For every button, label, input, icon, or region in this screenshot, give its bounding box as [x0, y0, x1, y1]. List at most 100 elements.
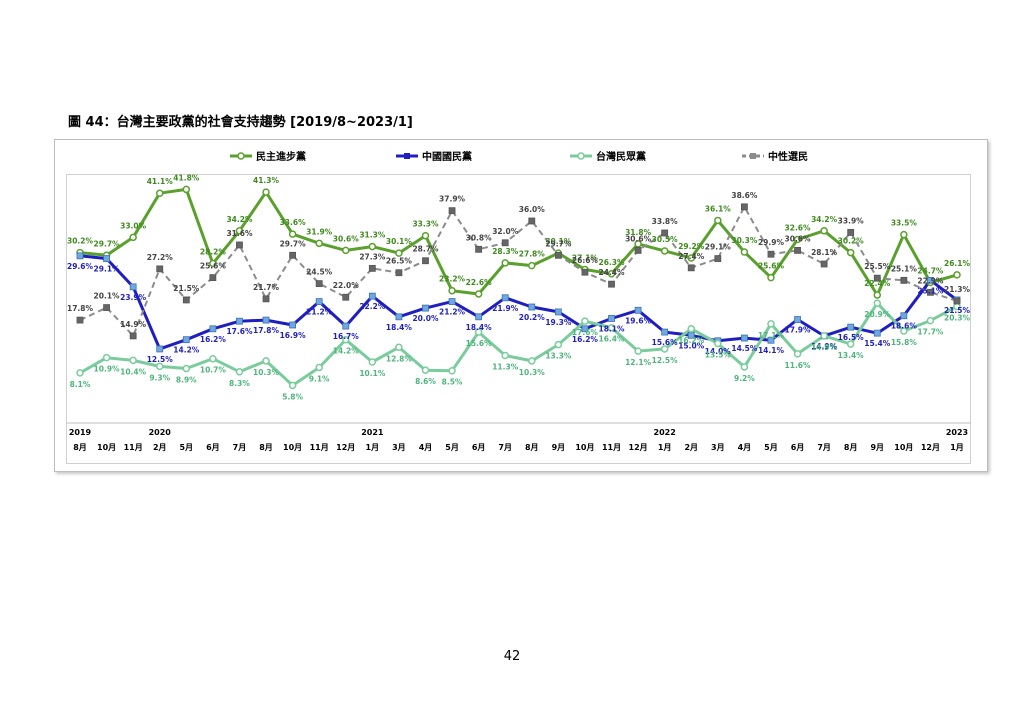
point-3-13 — [422, 257, 429, 265]
legend-label-1: 中國國民黨 — [422, 150, 472, 163]
data-label-3-12: 26.5% — [386, 257, 413, 266]
point-2-2 — [129, 356, 137, 365]
data-label-1-30: 15.4% — [864, 339, 891, 348]
x-tick-month-32: 12月 — [921, 443, 940, 452]
data-label-3-5: 25.6% — [200, 262, 227, 271]
point-1-19 — [581, 325, 589, 333]
point-3-32 — [927, 288, 934, 296]
point-1-16 — [501, 294, 509, 302]
data-label-1-15: 18.4% — [466, 323, 493, 332]
series-markers — [76, 185, 961, 390]
x-tick-month-24: 3月 — [711, 443, 725, 452]
data-label-3-33: 21.3% — [944, 285, 971, 294]
point-0-31 — [900, 230, 908, 239]
x-tick-month-10: 12月 — [336, 443, 355, 452]
data-label-1-12: 18.4% — [386, 323, 413, 332]
x-tick-month-31: 10月 — [894, 443, 913, 452]
series-line-1 — [79, 254, 958, 351]
legend-marker-2 — [577, 152, 585, 160]
point-1-1 — [103, 255, 110, 262]
point-3-17 — [528, 217, 536, 225]
x-tick-month-23: 2月 — [684, 443, 698, 452]
point-1-31 — [900, 312, 908, 320]
point-1-12 — [395, 313, 403, 321]
data-label-0-5: 28.2% — [200, 247, 227, 256]
data-label-2-5: 10.7% — [200, 366, 227, 375]
point-1-3 — [156, 345, 164, 353]
point-2-5 — [209, 354, 217, 363]
point-2-23 — [687, 325, 695, 333]
data-label-1-10: 16.7% — [333, 332, 360, 341]
point-3-12 — [395, 269, 403, 277]
data-label-3-0: 17.8% — [67, 304, 94, 313]
data-label-1-19: 16.2% — [572, 335, 599, 344]
data-label-2-0: 8.1% — [70, 380, 91, 389]
point-2-3 — [155, 362, 164, 371]
chart-legend: 民主進步黨 中國國民黨 台灣民眾黨 中性選民 — [230, 150, 808, 163]
data-label-2-6: 8.3% — [229, 379, 250, 388]
data-label-1-25: 14.5% — [731, 344, 758, 353]
point-1-22 — [661, 328, 669, 336]
data-label-0-17: 27.8% — [519, 250, 546, 259]
point-2-14 — [448, 366, 456, 375]
point-1-13 — [422, 304, 429, 312]
x-tick-month-17: 8月 — [525, 443, 539, 452]
point-3-5 — [209, 274, 217, 282]
point-1-15 — [475, 313, 483, 321]
data-label-0-8: 33.6% — [280, 218, 307, 227]
point-2-18 — [554, 340, 563, 349]
data-label-0-25: 30.3% — [731, 236, 758, 245]
point-2-11 — [368, 358, 377, 366]
point-2-28 — [820, 332, 828, 340]
point-3-22 — [661, 229, 669, 237]
point-3-24 — [714, 255, 722, 262]
point-2-16 — [501, 351, 509, 360]
data-label-0-16: 28.3% — [492, 247, 519, 256]
data-label-1-11: 22.2% — [359, 302, 386, 311]
point-1-4 — [182, 336, 190, 344]
data-label-1-7: 17.8% — [253, 326, 280, 335]
data-label-0-33: 26.1% — [944, 259, 971, 268]
data-label-3-17: 36.0% — [519, 205, 546, 214]
data-label-2-27: 11.6% — [785, 361, 812, 370]
data-label-3-29: 33.9% — [838, 216, 865, 225]
point-3-19 — [581, 268, 589, 276]
x-tick-month-3: 2月 — [153, 443, 167, 452]
point-0-26 — [767, 273, 775, 282]
point-1-11 — [368, 292, 376, 300]
data-label-3-7: 21.7% — [253, 283, 280, 292]
data-label-2-2: 10.4% — [120, 367, 147, 376]
point-3-6 — [236, 241, 243, 249]
data-label-3-15: 30.8% — [466, 233, 493, 242]
data-label-3-8: 29.7% — [280, 239, 307, 248]
point-2-21 — [634, 347, 642, 355]
point-3-29 — [847, 229, 855, 236]
point-3-28 — [820, 260, 828, 268]
data-label-2-32: 17.7% — [917, 328, 944, 337]
point-0-22 — [660, 247, 669, 255]
x-tick-month-20: 11月 — [602, 443, 621, 452]
x-tick-month-2: 11月 — [124, 443, 143, 452]
series-line-2 — [79, 301, 958, 387]
point-3-27 — [794, 246, 801, 254]
point-2-20 — [607, 323, 616, 332]
data-label-0-30: 22.4% — [864, 279, 891, 288]
data-label-3-19: 26.6% — [572, 256, 599, 265]
data-label-3-32: 22.9% — [917, 276, 944, 285]
point-3-8 — [289, 251, 297, 259]
point-0-12 — [395, 249, 403, 257]
point-0-10 — [342, 246, 350, 255]
data-label-1-21: 19.6% — [625, 316, 652, 325]
data-label-3-6: 31.6% — [226, 229, 253, 238]
data-label-3-31: 25.1% — [891, 264, 918, 273]
x-tick-year-0: 2019 — [69, 428, 92, 437]
x-tick-month-27: 6月 — [791, 443, 805, 452]
point-0-16 — [501, 259, 509, 267]
x-tick-month-5: 6月 — [206, 443, 220, 452]
data-label-2-19: 17.6% — [572, 328, 599, 337]
point-2-19 — [581, 317, 589, 325]
point-0-3 — [155, 189, 164, 197]
data-label-0-29: 30.2% — [838, 237, 865, 246]
data-label-2-11: 10.1% — [359, 369, 386, 378]
